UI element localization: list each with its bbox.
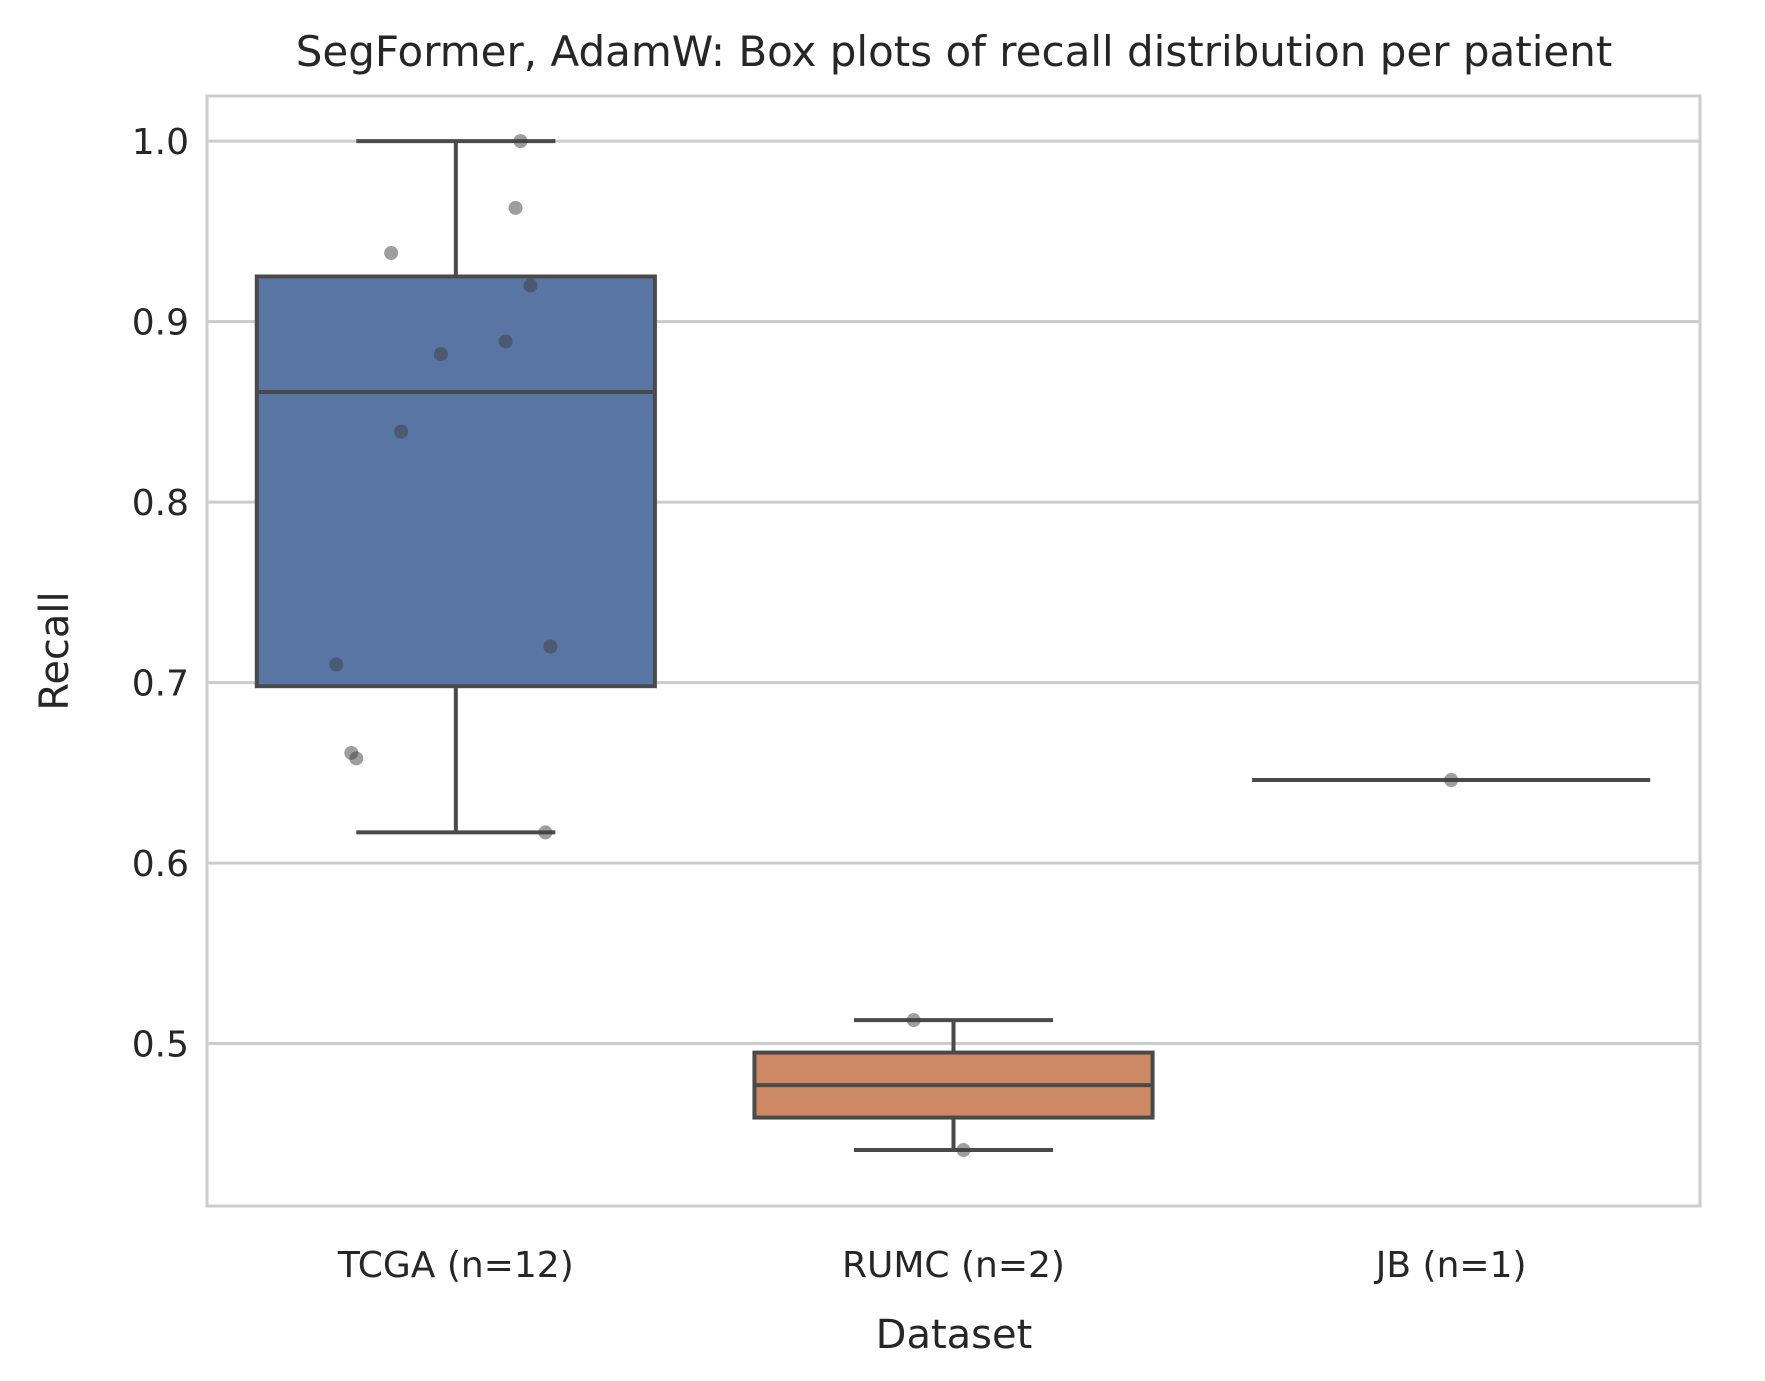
y-tick-label: 0.5 [132, 1025, 189, 1066]
data-point [538, 825, 553, 840]
x-axis-label: Dataset [876, 1312, 1033, 1358]
chart-title: SegFormer, AdamW: Box plots of recall di… [296, 27, 1613, 76]
data-point [543, 639, 558, 654]
plot-frame [205, 94, 1702, 1208]
y-tick-label: 0.7 [132, 664, 189, 705]
data-point [394, 424, 409, 439]
data-point [498, 334, 513, 349]
y-axis-label: Recall [32, 591, 78, 710]
data-point [508, 200, 523, 215]
y-tick-label: 1.0 [132, 122, 189, 163]
x-tick-labels: TCGA (n=12) RUMC (n=2) JB (n=1) [337, 1245, 1527, 1286]
data-point [433, 347, 448, 362]
data-point [906, 1013, 921, 1028]
data-point [956, 1143, 971, 1158]
y-tick-label: 0.6 [132, 844, 189, 885]
data-point [1444, 773, 1459, 788]
data-point [523, 278, 538, 293]
boxes [254, 139, 1651, 1153]
data-point [349, 751, 364, 766]
x-tick-label: JB (n=1) [1374, 1245, 1527, 1286]
y-tick-label: 0.9 [132, 303, 189, 344]
x-tick-label: TCGA (n=12) [337, 1245, 574, 1286]
data-point [384, 246, 399, 261]
y-tick-labels: 0.5 0.6 0.7 0.8 0.9 1.0 [132, 122, 189, 1065]
box-group [752, 1018, 1155, 1153]
data-points [329, 134, 1459, 1158]
box-iqr [254, 274, 657, 689]
data-point [513, 134, 528, 149]
data-point [329, 657, 344, 672]
y-tick-label: 0.8 [132, 483, 189, 524]
box-group [254, 139, 657, 835]
x-tick-label: RUMC (n=2) [842, 1245, 1065, 1286]
